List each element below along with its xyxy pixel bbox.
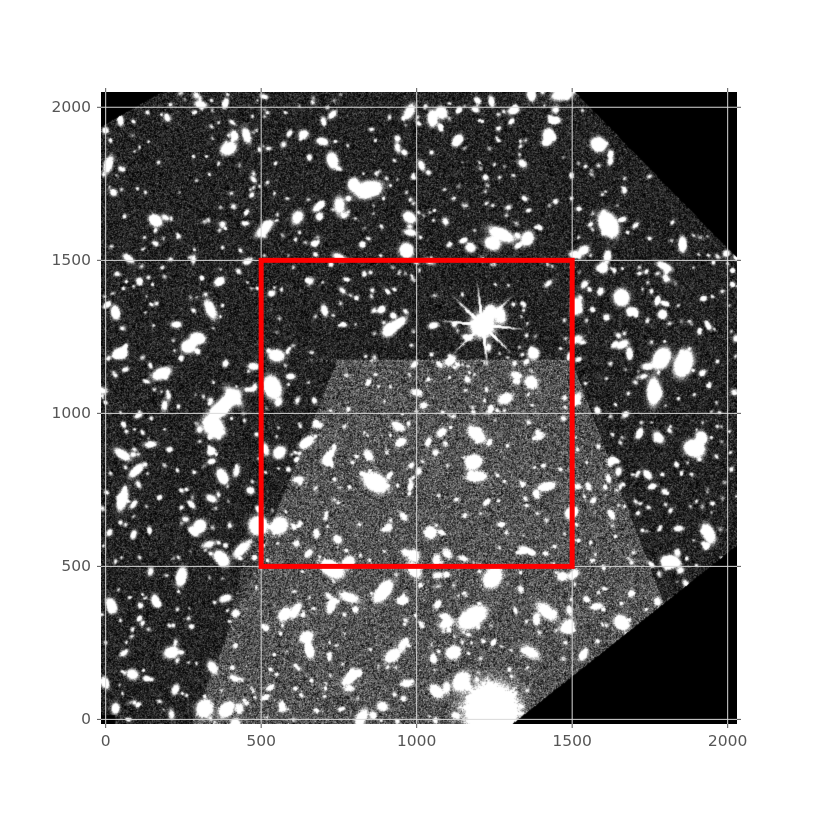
- sky-image-axes[interactable]: [101, 92, 737, 724]
- y-tick-label: 1000: [51, 404, 91, 423]
- y-tick-label: 0: [81, 710, 91, 729]
- x-tick-label: 1500: [552, 732, 592, 750]
- x-tick-label: 0: [100, 732, 111, 750]
- y-tick-label: 500: [61, 557, 91, 576]
- x-tick-label: 1000: [396, 732, 437, 750]
- y-tick-label: 1500: [51, 251, 91, 270]
- x-tick-label: 2000: [707, 732, 748, 750]
- x-tick-label: 500: [246, 732, 276, 750]
- sky-image: [101, 92, 737, 724]
- y-tick-label: 2000: [51, 98, 91, 117]
